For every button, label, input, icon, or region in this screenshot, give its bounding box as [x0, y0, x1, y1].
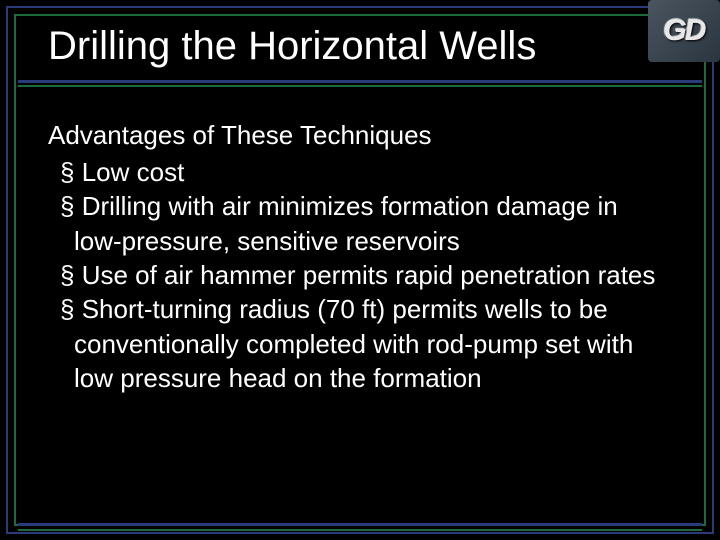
logo-text: GD [664, 14, 705, 48]
bullet-list: Low cost Drilling with air minimizes for… [48, 155, 672, 395]
title-underline-blue [18, 80, 702, 83]
company-logo: GD [648, 0, 720, 62]
footer-rule-green [18, 529, 702, 531]
title-underline-green [18, 85, 702, 87]
list-item: Use of air hammer permits rapid penetrat… [48, 258, 672, 292]
slide-title: Drilling the Horizontal Wells [48, 24, 536, 69]
slide-content: Advantages of These Techniques Low cost … [48, 120, 672, 395]
list-item: Low cost [48, 155, 672, 189]
list-item: Drilling with air minimizes formation da… [48, 189, 672, 258]
footer-rule-blue [18, 523, 702, 526]
slide-subtitle: Advantages of These Techniques [48, 120, 672, 151]
list-item: Short-turning radius (70 ft) permits wel… [48, 292, 672, 395]
